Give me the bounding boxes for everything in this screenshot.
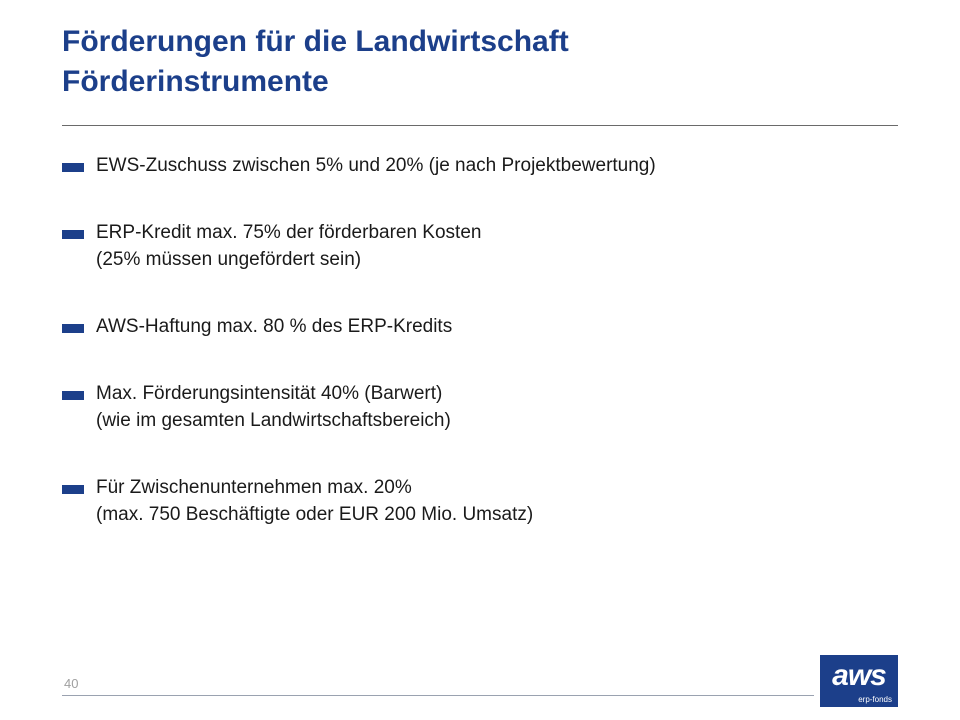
bullet-line: ERP-Kredit max. 75% der förderbaren Kost… bbox=[96, 222, 482, 243]
bullet-line: EWS-Zuschuss zwischen 5% und 20% (je nac… bbox=[96, 155, 656, 176]
title-line-1: Förderungen für die Landwirtschaft bbox=[62, 25, 569, 58]
slide-title: Förderungen für die Landwirtschaft Förde… bbox=[62, 22, 922, 102]
bullet-marker-icon bbox=[62, 391, 84, 400]
aws-logo: aws erp-fonds bbox=[820, 655, 898, 707]
title-line-2: Förderinstrumente bbox=[62, 65, 329, 98]
bullet-line: (max. 750 Beschäftigte oder EUR 200 Mio.… bbox=[96, 504, 534, 525]
bullet-line: AWS-Haftung max. 80 % des ERP-Kredits bbox=[96, 316, 453, 337]
footer-divider bbox=[62, 695, 814, 696]
bullet-line: (wie im gesamten Landwirtschaftsbereich) bbox=[96, 410, 451, 431]
bullet-item: AWS-Haftung max. 80 % des ERP-Kredits bbox=[62, 313, 862, 340]
bullet-item: Für Zwischenunternehmen max. 20% (max. 7… bbox=[62, 474, 862, 528]
bullet-marker-icon bbox=[62, 163, 84, 172]
bullet-marker-icon bbox=[62, 324, 84, 333]
bullet-item: ERP-Kredit max. 75% der förderbaren Kost… bbox=[62, 219, 862, 273]
bullet-list: EWS-Zuschuss zwischen 5% und 20% (je nac… bbox=[62, 152, 862, 528]
logo-wordmark: aws bbox=[832, 659, 887, 692]
bullet-item: EWS-Zuschuss zwischen 5% und 20% (je nac… bbox=[62, 152, 862, 179]
page-number: 40 bbox=[64, 676, 79, 691]
bullet-line: Für Zwischenunternehmen max. 20% bbox=[96, 477, 412, 498]
title-divider bbox=[62, 125, 898, 126]
bullet-line: Max. Förderungsintensität 40% (Barwert) bbox=[96, 383, 443, 404]
bullet-line: (25% müssen ungefördert sein) bbox=[96, 249, 362, 270]
bullet-marker-icon bbox=[62, 485, 84, 494]
bullet-marker-icon bbox=[62, 230, 84, 239]
bullet-item: Max. Förderungsintensität 40% (Barwert) … bbox=[62, 380, 862, 434]
logo-subtitle: erp-fonds bbox=[858, 695, 892, 704]
